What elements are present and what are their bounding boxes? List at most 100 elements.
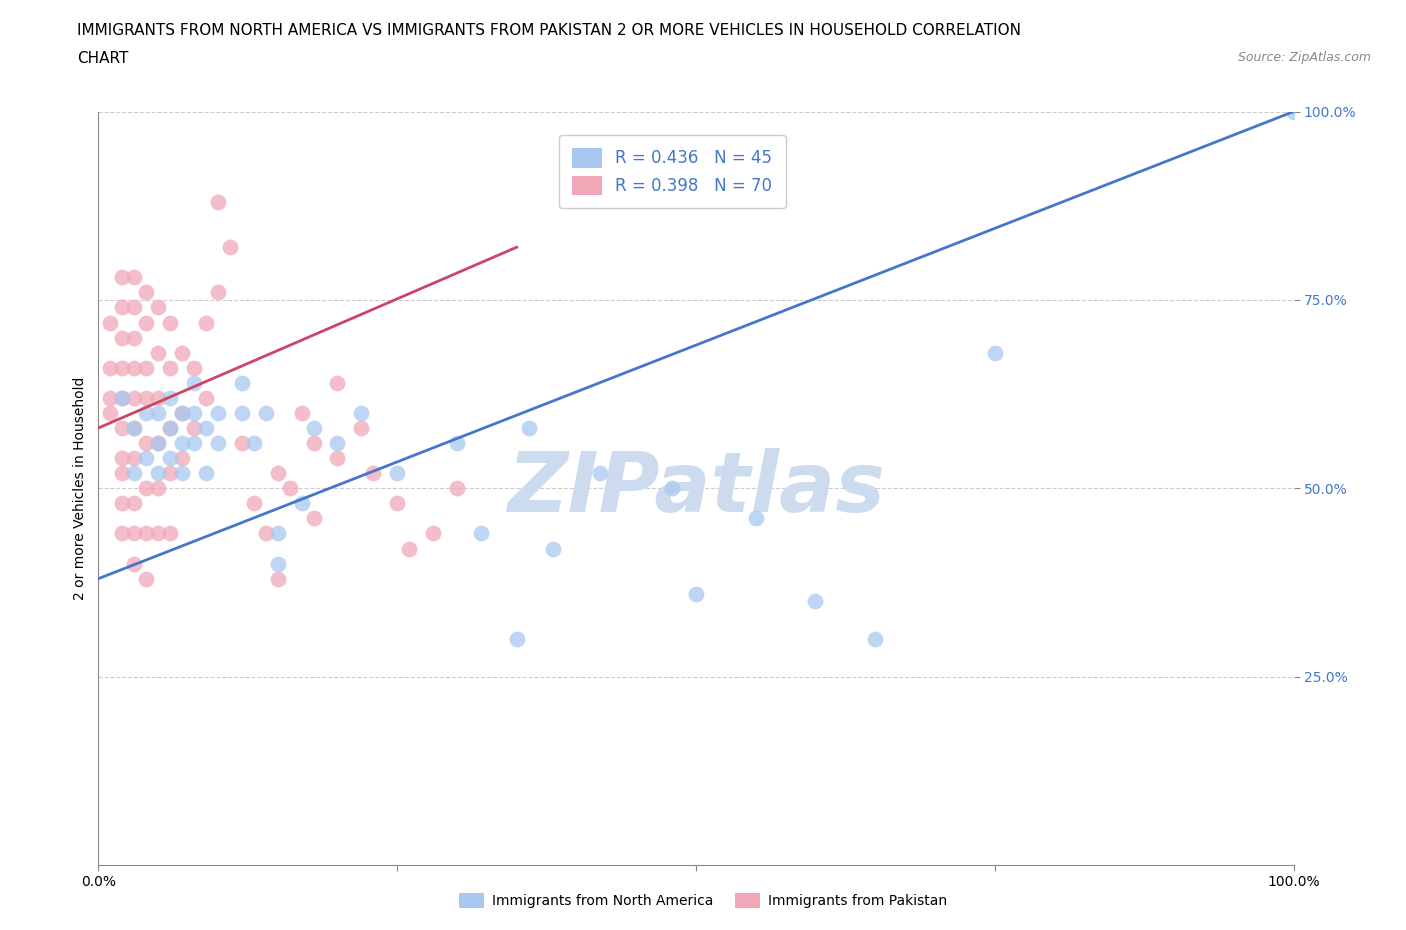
- Point: [124, 466, 146, 481]
- Point: [135, 360, 157, 375]
- Point: [98, 391, 122, 405]
- Point: [183, 420, 205, 435]
- Point: [148, 300, 170, 315]
- Point: [446, 481, 468, 496]
- Point: [111, 526, 134, 541]
- Point: [124, 360, 146, 375]
- Point: [124, 270, 146, 285]
- Point: [124, 556, 146, 571]
- Point: [98, 360, 122, 375]
- Point: [350, 420, 373, 435]
- Point: [111, 391, 134, 405]
- Point: [231, 405, 253, 420]
- Point: [124, 330, 146, 345]
- Point: [159, 420, 181, 435]
- Point: [111, 270, 134, 285]
- Point: [159, 391, 181, 405]
- Text: IMMIGRANTS FROM NORTH AMERICA VS IMMIGRANTS FROM PAKISTAN 2 OR MORE VEHICLES IN : IMMIGRANTS FROM NORTH AMERICA VS IMMIGRA…: [77, 23, 1021, 38]
- Point: [148, 405, 170, 420]
- Point: [135, 451, 157, 466]
- Point: [148, 481, 170, 496]
- Point: [172, 345, 194, 360]
- Point: [111, 496, 134, 511]
- Point: [124, 526, 146, 541]
- Y-axis label: 2 or more Vehicles in Household: 2 or more Vehicles in Household: [73, 377, 87, 600]
- Point: [148, 345, 170, 360]
- Point: [135, 435, 157, 450]
- Point: [111, 466, 134, 481]
- Point: [326, 376, 349, 391]
- Point: [195, 391, 218, 405]
- Point: [159, 420, 181, 435]
- Point: [231, 376, 253, 391]
- Point: [470, 526, 492, 541]
- Point: [685, 586, 707, 601]
- Point: [159, 466, 181, 481]
- Point: [159, 526, 181, 541]
- Point: [207, 194, 229, 209]
- Point: [111, 300, 134, 315]
- Point: [326, 435, 349, 450]
- Point: [363, 466, 385, 481]
- Point: [302, 435, 325, 450]
- Point: [291, 405, 314, 420]
- Point: [984, 345, 1007, 360]
- Point: [231, 435, 253, 450]
- Point: [159, 315, 181, 330]
- Point: [124, 300, 146, 315]
- Point: [111, 330, 134, 345]
- Point: [1282, 104, 1305, 119]
- Point: [111, 420, 134, 435]
- Text: Source: ZipAtlas.com: Source: ZipAtlas.com: [1237, 51, 1371, 64]
- Point: [219, 240, 242, 255]
- Point: [148, 391, 170, 405]
- Point: [124, 451, 146, 466]
- Point: [589, 466, 612, 481]
- Point: [135, 571, 157, 586]
- Point: [267, 526, 290, 541]
- Point: [506, 631, 529, 646]
- Point: [111, 391, 134, 405]
- Point: [148, 526, 170, 541]
- Point: [124, 496, 146, 511]
- Point: [172, 451, 194, 466]
- Point: [350, 405, 373, 420]
- Point: [98, 315, 122, 330]
- Point: [207, 285, 229, 299]
- Point: [111, 451, 134, 466]
- Point: [183, 435, 205, 450]
- Point: [243, 435, 266, 450]
- Point: [124, 420, 146, 435]
- Point: [267, 556, 290, 571]
- Point: [243, 496, 266, 511]
- Point: [172, 405, 194, 420]
- Legend: R = 0.436   N = 45, R = 0.398   N = 70: R = 0.436 N = 45, R = 0.398 N = 70: [558, 135, 786, 208]
- Point: [385, 466, 409, 481]
- Legend: Immigrants from North America, Immigrants from Pakistan: Immigrants from North America, Immigrant…: [454, 888, 952, 914]
- Point: [865, 631, 887, 646]
- Point: [98, 405, 122, 420]
- Point: [291, 496, 314, 511]
- Point: [183, 376, 205, 391]
- Point: [148, 435, 170, 450]
- Point: [661, 481, 683, 496]
- Point: [207, 435, 229, 450]
- Point: [195, 420, 218, 435]
- Point: [398, 541, 420, 556]
- Point: [254, 405, 277, 420]
- Text: ZIPatlas: ZIPatlas: [508, 447, 884, 529]
- Point: [385, 496, 409, 511]
- Point: [159, 360, 181, 375]
- Point: [254, 526, 277, 541]
- Point: [172, 405, 194, 420]
- Point: [326, 451, 349, 466]
- Point: [804, 594, 827, 609]
- Point: [124, 420, 146, 435]
- Point: [172, 435, 194, 450]
- Point: [745, 511, 768, 525]
- Point: [135, 526, 157, 541]
- Point: [302, 511, 325, 525]
- Point: [124, 391, 146, 405]
- Point: [135, 391, 157, 405]
- Point: [183, 405, 205, 420]
